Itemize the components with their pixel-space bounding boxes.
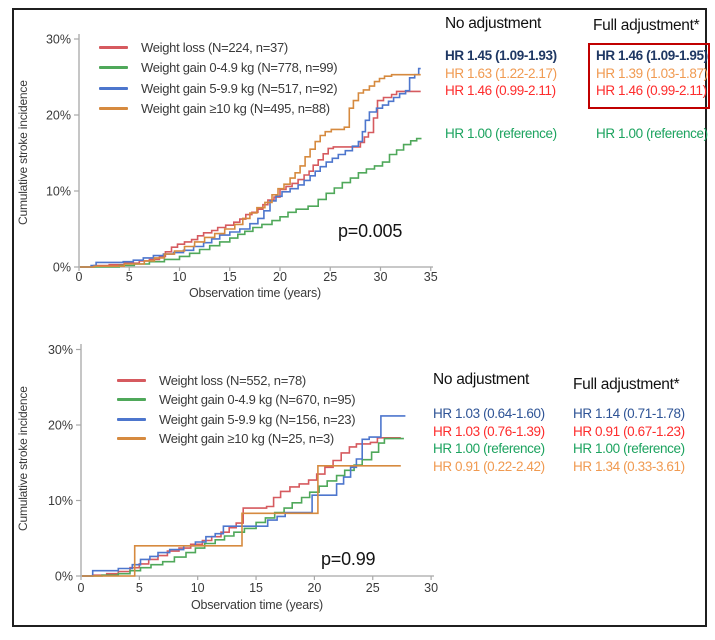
legend-item: Weight gain ≥10 kg (N=25, n=3) [117, 429, 355, 448]
x-tick-label: 15 [249, 581, 263, 595]
x-tick-label: 20 [307, 581, 321, 595]
x-tick-label: 0 [78, 581, 85, 595]
y-tick-label: 10% [48, 494, 73, 508]
y-tick-label: 20% [48, 419, 73, 433]
hr-value: HR 1.00 (reference) [573, 441, 685, 456]
hr-value: HR 1.45 (1.09-1.93) [445, 48, 557, 63]
header-full-adjustment-bottom: Full adjustment* [573, 376, 680, 393]
hr-value: HR 1.46 (0.99-2.11) [596, 83, 707, 98]
curve-weight-gain-0-4.9-kg-n-778-n-99- [80, 137, 422, 268]
full-adjustment-highlight-box [588, 43, 710, 109]
hr-value: HR 1.14 (0.71-1.78) [573, 406, 685, 421]
p-value-top: p=0.005 [338, 221, 403, 241]
hr-value: HR 1.46 (0.99-2.11) [445, 83, 556, 98]
x-tick-label: 20 [273, 270, 287, 284]
x-tick-label: 0 [76, 270, 83, 284]
hr-column-no-adjustment-top: HR 1.45 (1.09-1.93) HR 1.63 (1.22-2.17) HR… [445, 47, 557, 143]
legend-item: Weight gain 5-9.9 kg (N=517, n=92) [99, 78, 338, 99]
x-axis-title-bottom: Observation time (years) [190, 598, 324, 612]
y-tick-label: 0% [55, 570, 73, 584]
x-tick-label: 35 [424, 270, 438, 284]
legend-label: Weight gain 5-9.9 kg (N=517, n=92) [141, 80, 338, 96]
x-tick-label: 10 [173, 270, 187, 284]
header-no-adjustment-bottom: No adjustment [433, 371, 530, 388]
legend-item: Weight gain 5-9.9 kg (N=156, n=23) [117, 410, 356, 429]
hr-value: HR 1.03 (0.76-1.39) [433, 423, 545, 439]
legend-item: Weight loss (N=552, n=78) [117, 371, 355, 390]
hr-value: HR 1.00 (reference) [433, 441, 545, 456]
legend-label: Weight gain 0-4.9 kg (N=670, n=95) [159, 392, 356, 408]
legend-item: Weight gain 0-4.9 kg (N=778, n=99) [99, 58, 338, 79]
x-tick-label: 30 [374, 270, 388, 284]
x-tick-label: 5 [136, 581, 143, 595]
y-axis-title-top: Cumulative stroke incidence [16, 80, 30, 226]
hr-column-no-adjustment-bottom: HR 1.03 (0.64-1.60) HR 1.03 (0.76-1.39) HR… [433, 405, 545, 475]
hr-value: HR 1.03 (0.64-1.60) [433, 406, 545, 421]
legend-label: Weight gain 0-4.9 kg (N=778, n=99) [141, 60, 338, 76]
y-tick-label: 30% [46, 33, 71, 47]
y-tick-label: 10% [46, 185, 71, 199]
x-tick-label: 15 [223, 270, 237, 284]
x-tick-label: 30 [424, 581, 438, 595]
header-no-adjustment-top: No adjustment [445, 15, 542, 32]
hr-column-full-adjustment-top: HR 1.46 (1.09-1.95) HR 1.39 (1.03-1.87) HR… [596, 47, 708, 143]
legend-label: Weight loss (N=552, n=78) [159, 373, 306, 389]
header-full-adjustment-top: Full adjustment* [593, 17, 700, 34]
x-tick-label: 25 [366, 581, 380, 595]
x-tick-label: 25 [323, 270, 337, 284]
curve-weight-gain-10-kg-n-25-n-3- [82, 465, 401, 577]
legend-top: Weight loss (N=224, n=37) Weight gain 0-4… [99, 37, 338, 120]
curve-weight-gain-10-kg-n-495-n-88- [80, 73, 421, 268]
legend-item: Weight gain ≥10 kg (N=495, n=88) [99, 99, 337, 120]
legend-bottom: Weight loss (N=552, n=78) Weight gain 0-4… [117, 371, 356, 448]
x-tick-label: 10 [191, 581, 205, 595]
legend-item: Weight gain 0-4.9 kg (N=670, n=95) [117, 390, 356, 409]
x-tick-label: 5 [126, 270, 133, 284]
hr-value: HR 1.63 (1.22-2.17) [445, 65, 557, 81]
y-tick-label: 0% [53, 261, 71, 275]
legend-line-swatch [99, 86, 128, 90]
hr-value: HR 1.00 (reference) [445, 126, 557, 141]
x-axis-title-top: Observation time (years) [188, 286, 322, 300]
legend-item: Weight loss (N=224, n=37) [99, 37, 337, 58]
hr-value: HR 0.91 (0.67-1.23) [573, 423, 685, 439]
legend-label: Weight gain ≥10 kg (N=25, n=3) [159, 431, 334, 447]
legend-line-swatch [99, 45, 128, 49]
legend-line-swatch [99, 107, 128, 111]
legend-line-swatch [117, 437, 146, 441]
figure-border [12, 8, 707, 627]
p-value-bottom: p=0.99 [321, 549, 376, 569]
hr-column-full-adjustment-bottom: HR 1.14 (0.71-1.78) HR 0.91 (0.67-1.23) HR… [573, 405, 685, 475]
legend-label: Weight gain ≥10 kg (N=495, n=88) [141, 101, 330, 117]
hr-value: HR 1.00 (reference) [596, 126, 708, 141]
y-tick-label: 30% [48, 343, 73, 357]
legend-line-swatch [117, 417, 146, 421]
hr-value: HR 1.39 (1.03-1.87) [596, 65, 708, 81]
legend-line-swatch [117, 398, 146, 402]
hr-value: HR 1.46 (1.09-1.95) [596, 48, 708, 63]
legend-label: Weight gain 5-9.9 kg (N=156, n=23) [159, 411, 356, 427]
y-axis-title-bottom: Cumulative stroke incidence [16, 386, 30, 532]
hr-value: HR 0.91 (0.22-2.42) [433, 458, 545, 474]
y-tick-label: 20% [46, 109, 71, 123]
legend-label: Weight loss (N=224, n=37) [141, 39, 288, 55]
legend-line-swatch [117, 379, 146, 383]
hr-value: HR 1.34 (0.33-3.61) [573, 458, 685, 474]
legend-line-swatch [99, 66, 128, 70]
